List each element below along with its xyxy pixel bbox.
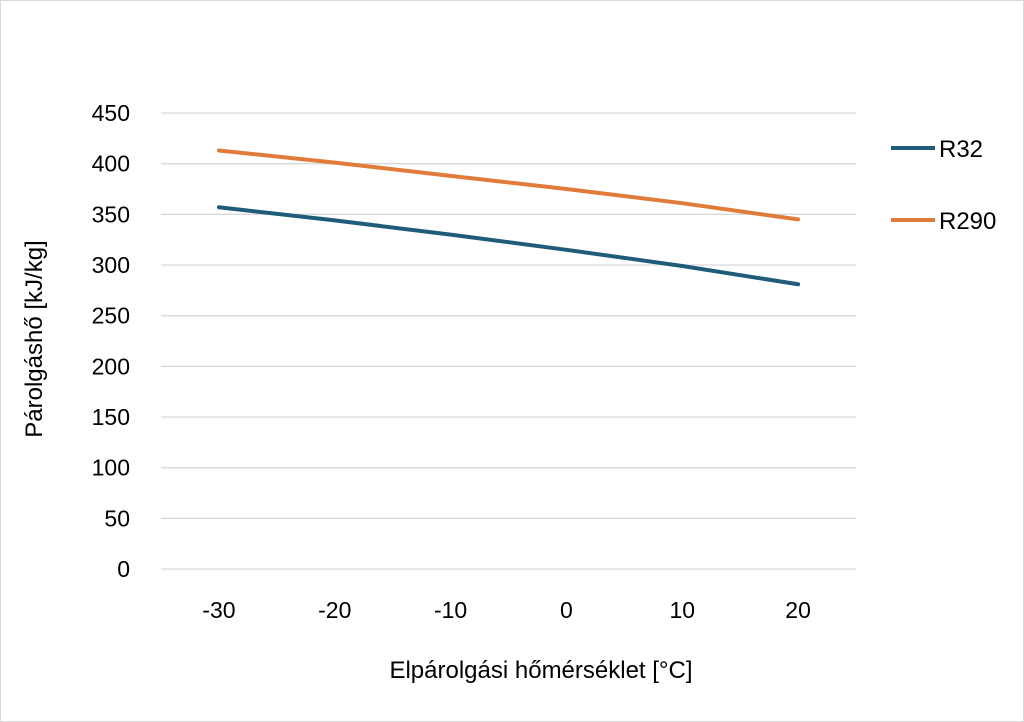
series-line-r32 — [216, 205, 801, 287]
y-tick-label: 50 — [104, 505, 130, 531]
x-tick-label: 0 — [560, 597, 573, 623]
y-tick-label: 350 — [92, 201, 130, 227]
legend-item-r32: R32 — [891, 136, 983, 163]
series-lines — [216, 148, 801, 287]
x-tick-label: 20 — [785, 597, 811, 623]
y-tick-label: 150 — [92, 404, 130, 430]
x-tick-label: -30 — [202, 597, 235, 623]
x-axis-title: Elpárolgási hőmérséklet [°C] — [389, 657, 692, 684]
legend: R32 R290 — [891, 136, 996, 235]
series-line-r290 — [216, 148, 801, 222]
y-tick-label: 100 — [92, 455, 130, 481]
y-tick-label: 200 — [92, 353, 130, 379]
y-tick-label: 300 — [92, 252, 130, 278]
y-tick-label: 400 — [92, 151, 130, 177]
y-tick-label: 250 — [92, 303, 130, 329]
x-tick-label: -10 — [434, 597, 467, 623]
legend-label: R32 — [939, 136, 983, 163]
y-tick-label: 450 — [92, 100, 130, 126]
x-axis-ticks: -30 -20 -10 0 10 20 — [202, 597, 811, 623]
legend-label: R290 — [939, 208, 996, 235]
y-tick-label: 0 — [117, 556, 130, 582]
x-tick-label: -20 — [318, 597, 351, 623]
gridlines — [161, 112, 856, 570]
x-tick-label: 10 — [669, 597, 695, 623]
y-axis-ticks: 0 50 100 150 200 250 300 350 400 450 — [92, 100, 130, 582]
y-axis-title: Párolgáshő [kJ/kg] — [21, 240, 48, 437]
legend-item-r290: R290 — [891, 208, 996, 235]
